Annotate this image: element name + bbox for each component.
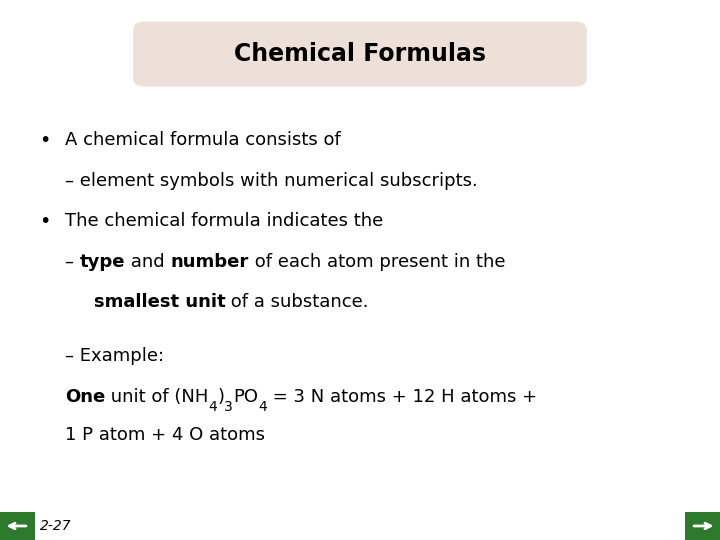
Text: ): ) <box>217 388 224 406</box>
FancyBboxPatch shape <box>685 512 720 540</box>
Text: type: type <box>79 253 125 271</box>
Text: = 3 N atoms + 12 H atoms +: = 3 N atoms + 12 H atoms + <box>266 388 537 406</box>
Text: 1 P atom + 4 O atoms: 1 P atom + 4 O atoms <box>65 426 265 444</box>
Text: Chemical Formulas: Chemical Formulas <box>234 42 486 66</box>
Text: of a substance.: of a substance. <box>225 293 369 312</box>
FancyBboxPatch shape <box>133 22 587 86</box>
Text: PO: PO <box>233 388 258 406</box>
Text: number: number <box>171 253 248 271</box>
Text: The chemical formula indicates the: The chemical formula indicates the <box>65 212 383 231</box>
Text: •: • <box>40 212 51 231</box>
Text: 2-27: 2-27 <box>40 519 71 533</box>
Text: A chemical formula consists of: A chemical formula consists of <box>65 131 341 150</box>
Text: and: and <box>125 253 171 271</box>
Text: •: • <box>40 131 51 150</box>
FancyBboxPatch shape <box>0 512 35 540</box>
Text: 4: 4 <box>258 400 266 414</box>
Text: of each atom present in the: of each atom present in the <box>248 253 505 271</box>
Text: smallest unit: smallest unit <box>94 293 225 312</box>
Text: –: – <box>65 253 79 271</box>
Text: One: One <box>65 388 105 406</box>
Text: 3: 3 <box>224 400 233 414</box>
Text: 4: 4 <box>208 400 217 414</box>
Text: – Example:: – Example: <box>65 347 164 366</box>
Text: – element symbols with numerical subscripts.: – element symbols with numerical subscri… <box>65 172 477 190</box>
Text: unit of (NH: unit of (NH <box>105 388 208 406</box>
